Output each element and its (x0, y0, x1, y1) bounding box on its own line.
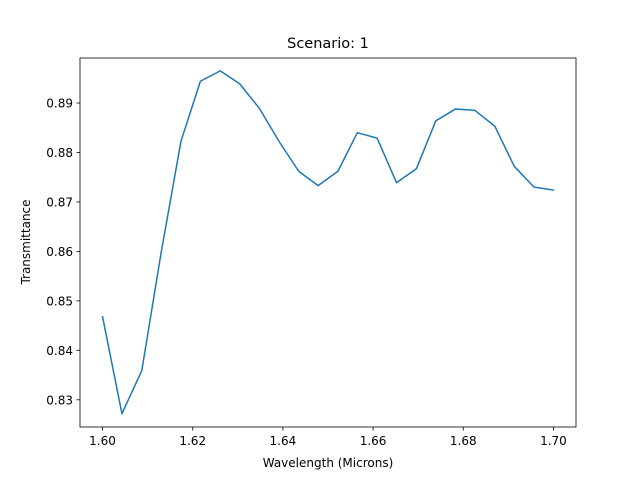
y-tick-label: 0.89 (46, 97, 73, 111)
axes-frame (79, 57, 577, 428)
y-tick-label: 0.87 (46, 195, 73, 209)
x-tick-label: 1.60 (89, 434, 116, 448)
x-tick-label: 1.62 (179, 434, 206, 448)
axes: 1.60 1.62 1.64 1.66 1.68 1.70 0.83 0.84 0.85 0.86… (46, 57, 577, 448)
y-axis-label: Transmittance (19, 199, 33, 285)
y-tick-label: 0.83 (46, 393, 73, 407)
y-tick-label: 0.88 (46, 146, 73, 160)
x-tick-label: 1.68 (450, 434, 477, 448)
y-tick-label: 0.85 (46, 294, 73, 308)
y-tick-label: 0.86 (46, 245, 73, 259)
x-tick-label: 1.66 (360, 434, 387, 448)
x-axis-label: Wavelength (Microns) (263, 456, 394, 470)
series-line-0 (101, 70, 555, 415)
chart-title: Scenario: 1 (287, 36, 369, 52)
y-tick-label: 0.84 (46, 344, 73, 358)
x-tick-label: 1.64 (270, 434, 297, 448)
x-tick-label: 1.70 (540, 434, 567, 448)
plot-area (101, 70, 555, 415)
